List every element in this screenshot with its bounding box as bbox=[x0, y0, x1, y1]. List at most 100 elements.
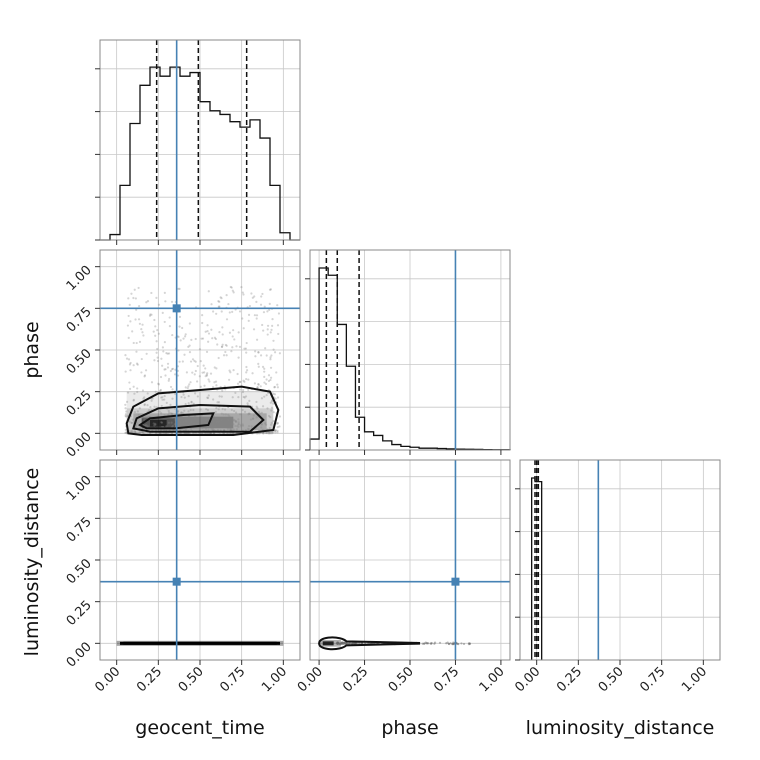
scatter-point bbox=[276, 422, 279, 425]
histogram-phase bbox=[309, 267, 511, 451]
scatter-point bbox=[128, 387, 132, 390]
scatter-point bbox=[214, 410, 217, 413]
scatter-point bbox=[171, 333, 174, 337]
scatter-point bbox=[342, 641, 346, 644]
scatter-point bbox=[168, 411, 171, 414]
scatter-point bbox=[145, 301, 148, 304]
y-tick-label: 1.00 bbox=[64, 473, 95, 504]
scatter-point bbox=[245, 377, 248, 381]
scatter-point bbox=[267, 414, 271, 418]
scatter-point bbox=[269, 432, 272, 435]
scatter-point bbox=[243, 380, 246, 383]
scatter-point bbox=[267, 374, 271, 377]
scatter-point bbox=[239, 425, 242, 428]
scatter-point bbox=[232, 428, 235, 431]
scatter-point bbox=[183, 409, 186, 412]
scatter-point bbox=[206, 408, 210, 412]
x-tick-label: 0.50 bbox=[386, 664, 417, 695]
scatter-point bbox=[149, 313, 152, 316]
scatter-point bbox=[243, 396, 246, 399]
scatter-point bbox=[231, 432, 234, 435]
scatter-point bbox=[125, 410, 128, 413]
scatter-point bbox=[338, 642, 341, 645]
scatter-point bbox=[264, 382, 268, 386]
scatter-point bbox=[195, 423, 198, 426]
scatter-point bbox=[234, 411, 238, 414]
scatter-point bbox=[225, 354, 228, 357]
scatter-point bbox=[218, 331, 221, 334]
scatter-point bbox=[191, 358, 195, 361]
scatter-point bbox=[185, 432, 189, 435]
scatter-point bbox=[159, 388, 162, 392]
scatter-point bbox=[190, 400, 193, 403]
scatter-point bbox=[276, 324, 280, 327]
scatter-point bbox=[265, 378, 268, 381]
scatter-point bbox=[154, 325, 157, 328]
scatter-point bbox=[270, 421, 273, 424]
scatter-point bbox=[178, 360, 181, 363]
scatter-point bbox=[143, 432, 146, 435]
scatter-point bbox=[271, 324, 274, 327]
scatter-point bbox=[220, 395, 223, 398]
scatter-point bbox=[132, 399, 135, 402]
scatter-point bbox=[336, 642, 339, 645]
scatter-point bbox=[228, 369, 231, 372]
scatter-point bbox=[166, 362, 170, 365]
scatter-point bbox=[131, 429, 134, 432]
scatter-point bbox=[267, 432, 270, 435]
scatter-point bbox=[234, 420, 238, 423]
scatter-point bbox=[203, 384, 206, 387]
scatter-point bbox=[140, 357, 143, 361]
scatter-point bbox=[185, 420, 188, 423]
scatter-point bbox=[164, 368, 167, 371]
scatter-point bbox=[263, 305, 266, 308]
scatter-point bbox=[143, 375, 146, 378]
scatter-point bbox=[429, 642, 432, 645]
scatter-point bbox=[269, 288, 273, 291]
scatter-point bbox=[238, 380, 241, 384]
scatter-point bbox=[217, 300, 220, 303]
scatter-point bbox=[169, 403, 172, 406]
scatter-point bbox=[205, 408, 208, 411]
scatter-point bbox=[210, 432, 213, 435]
scatter-point bbox=[171, 367, 175, 370]
scatter-point bbox=[270, 354, 273, 357]
scatter-point bbox=[212, 432, 215, 435]
scatter-point bbox=[268, 432, 271, 435]
scatter-point bbox=[210, 428, 213, 431]
scatter-point bbox=[250, 292, 253, 295]
scatter-point bbox=[274, 429, 277, 432]
scatter-point bbox=[230, 408, 233, 411]
scatter-point bbox=[252, 328, 256, 331]
scatter-point bbox=[179, 339, 182, 342]
scatter-point bbox=[257, 383, 260, 386]
scatter-point bbox=[159, 432, 162, 435]
scatter-point bbox=[199, 385, 202, 388]
y-axis-label-luminosity-distance: luminosity_distance bbox=[21, 468, 43, 657]
scatter-point bbox=[188, 432, 191, 435]
scatter-point bbox=[177, 335, 180, 338]
scatter-point bbox=[161, 364, 164, 367]
scatter-point bbox=[150, 291, 153, 295]
scatter-point bbox=[244, 347, 247, 350]
scatter-point bbox=[137, 304, 141, 308]
scatter-point bbox=[265, 423, 268, 426]
scatter-point bbox=[134, 318, 137, 321]
scatter-point bbox=[336, 641, 339, 644]
contour-outer bbox=[318, 636, 421, 651]
scatter-point bbox=[170, 421, 173, 424]
scatter-point bbox=[192, 402, 195, 405]
scatter-point bbox=[216, 343, 219, 346]
scatter-point bbox=[229, 371, 232, 374]
scatter-point bbox=[228, 426, 231, 429]
scatter-point bbox=[150, 313, 153, 316]
scatter-point bbox=[125, 431, 128, 434]
scatter-point bbox=[124, 407, 127, 410]
scatter-point bbox=[200, 337, 203, 340]
scatter-point bbox=[259, 303, 263, 306]
scatter-point bbox=[344, 642, 347, 645]
scatter-point bbox=[140, 430, 143, 433]
scatter-point bbox=[271, 318, 274, 321]
scatter-point bbox=[336, 642, 339, 645]
scatter-point bbox=[158, 410, 161, 413]
